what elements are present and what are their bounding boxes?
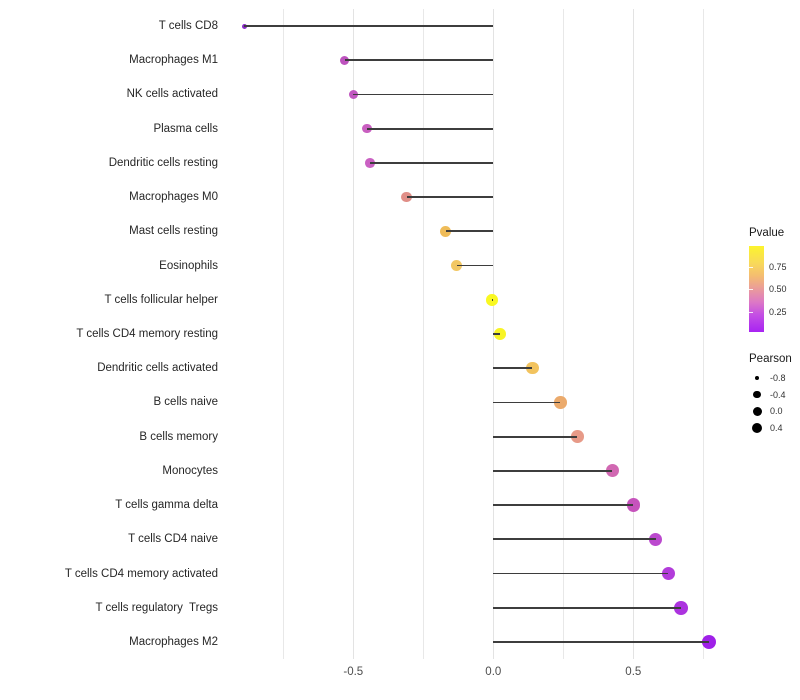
lollipop-dot <box>674 600 688 615</box>
lollipop-dot <box>526 362 539 375</box>
pvalue-tick-label: 0.75 <box>769 262 787 272</box>
lollipop-dot <box>648 532 663 547</box>
lollipop-stem <box>493 606 681 609</box>
minor-gridline <box>562 9 564 659</box>
minor-gridline <box>422 9 424 659</box>
lollipop-stem <box>370 162 494 164</box>
minor-gridline <box>702 9 704 659</box>
pvalue-tick-label: 0.50 <box>769 284 787 294</box>
y-axis-label: Macrophages M0 <box>129 191 218 204</box>
pearson-size-dot <box>754 375 760 381</box>
lollipop-dot <box>554 396 567 409</box>
lollipop-dot <box>401 191 412 203</box>
y-axis-label: B cells memory <box>139 430 218 443</box>
y-axis-label: Monocytes <box>162 464 218 477</box>
pearson-size-label: -0.8 <box>770 373 786 383</box>
lollipop-stem <box>493 470 613 472</box>
lollipop-dot <box>348 89 358 100</box>
lollipop-stem <box>493 538 656 541</box>
y-axis-label: Plasma cells <box>153 122 218 135</box>
y-axis-label: T cells regulatory Tregs <box>95 601 218 614</box>
lollipop-stem <box>353 93 494 96</box>
y-axis-label: NK cells activated <box>126 88 218 101</box>
y-axis-label: Dendritic cells activated <box>97 362 218 375</box>
colorbar-tick <box>749 289 753 290</box>
pvalue-colorbar <box>749 246 764 332</box>
y-axis-label: Mast cells resting <box>129 225 218 238</box>
lollipop-dot <box>362 123 373 134</box>
pearson-size-dot <box>752 406 762 416</box>
lollipop-stem <box>244 25 494 27</box>
pvalue-legend-title: Pvalue <box>749 227 785 239</box>
x-axis-tick-label: 0.5 <box>625 666 642 678</box>
x-axis-tick-label: 0.0 <box>485 666 502 678</box>
y-axis-label: Dendritic cells resting <box>108 156 218 169</box>
y-axis-label: T cells CD4 memory activated <box>64 567 218 580</box>
lollipop-stem <box>493 435 578 438</box>
lollipop-stem <box>406 196 494 198</box>
lollipop-stem <box>491 298 494 301</box>
lollipop-stem <box>493 401 561 404</box>
colorbar-tick <box>749 267 753 268</box>
lollipop-stem <box>493 504 634 506</box>
y-axis-label: T cells follicular helper <box>104 293 218 306</box>
lollipop-stem <box>493 641 709 643</box>
major-gridline <box>352 9 354 659</box>
pearson-size-label: 0.4 <box>770 423 783 433</box>
pearson-size-dot <box>753 391 761 399</box>
y-axis-label: T cells CD4 memory resting <box>76 327 218 340</box>
pvalue-tick-label: 0.25 <box>769 307 787 317</box>
lollipop-dot <box>701 634 716 649</box>
minor-gridline <box>282 9 284 659</box>
pearson-size-label: -0.4 <box>770 389 786 400</box>
lollipop-stem <box>367 127 494 130</box>
lollipop-stem <box>456 264 494 267</box>
y-axis-label: B cells naive <box>153 396 218 409</box>
lollipop-dot <box>365 158 375 168</box>
lollipop-stem <box>493 572 669 575</box>
y-axis-label: Macrophages M2 <box>129 635 218 648</box>
lollipop-stem <box>493 367 533 370</box>
lollipop-stem <box>445 230 494 233</box>
lollipop-stem <box>344 59 494 62</box>
lollipop-stem <box>493 333 501 335</box>
y-axis-label: Macrophages M1 <box>129 54 218 67</box>
y-axis-label: T cells CD8 <box>158 20 218 32</box>
lollipop-dot <box>451 260 463 272</box>
pearson-legend-title: Pearson <box>749 353 792 365</box>
major-gridline <box>632 9 634 659</box>
x-axis-tick-label: -0.5 <box>343 666 364 678</box>
y-axis-label: T cells CD4 naive <box>128 533 218 546</box>
pearson-size-label: 0.0 <box>770 406 783 417</box>
y-axis-label: Eosinophils <box>159 259 218 272</box>
pearson-size-dot <box>751 422 763 434</box>
y-axis-label: T cells gamma delta <box>115 499 218 512</box>
lollipop-dot <box>661 566 676 581</box>
colorbar-tick <box>749 312 753 313</box>
